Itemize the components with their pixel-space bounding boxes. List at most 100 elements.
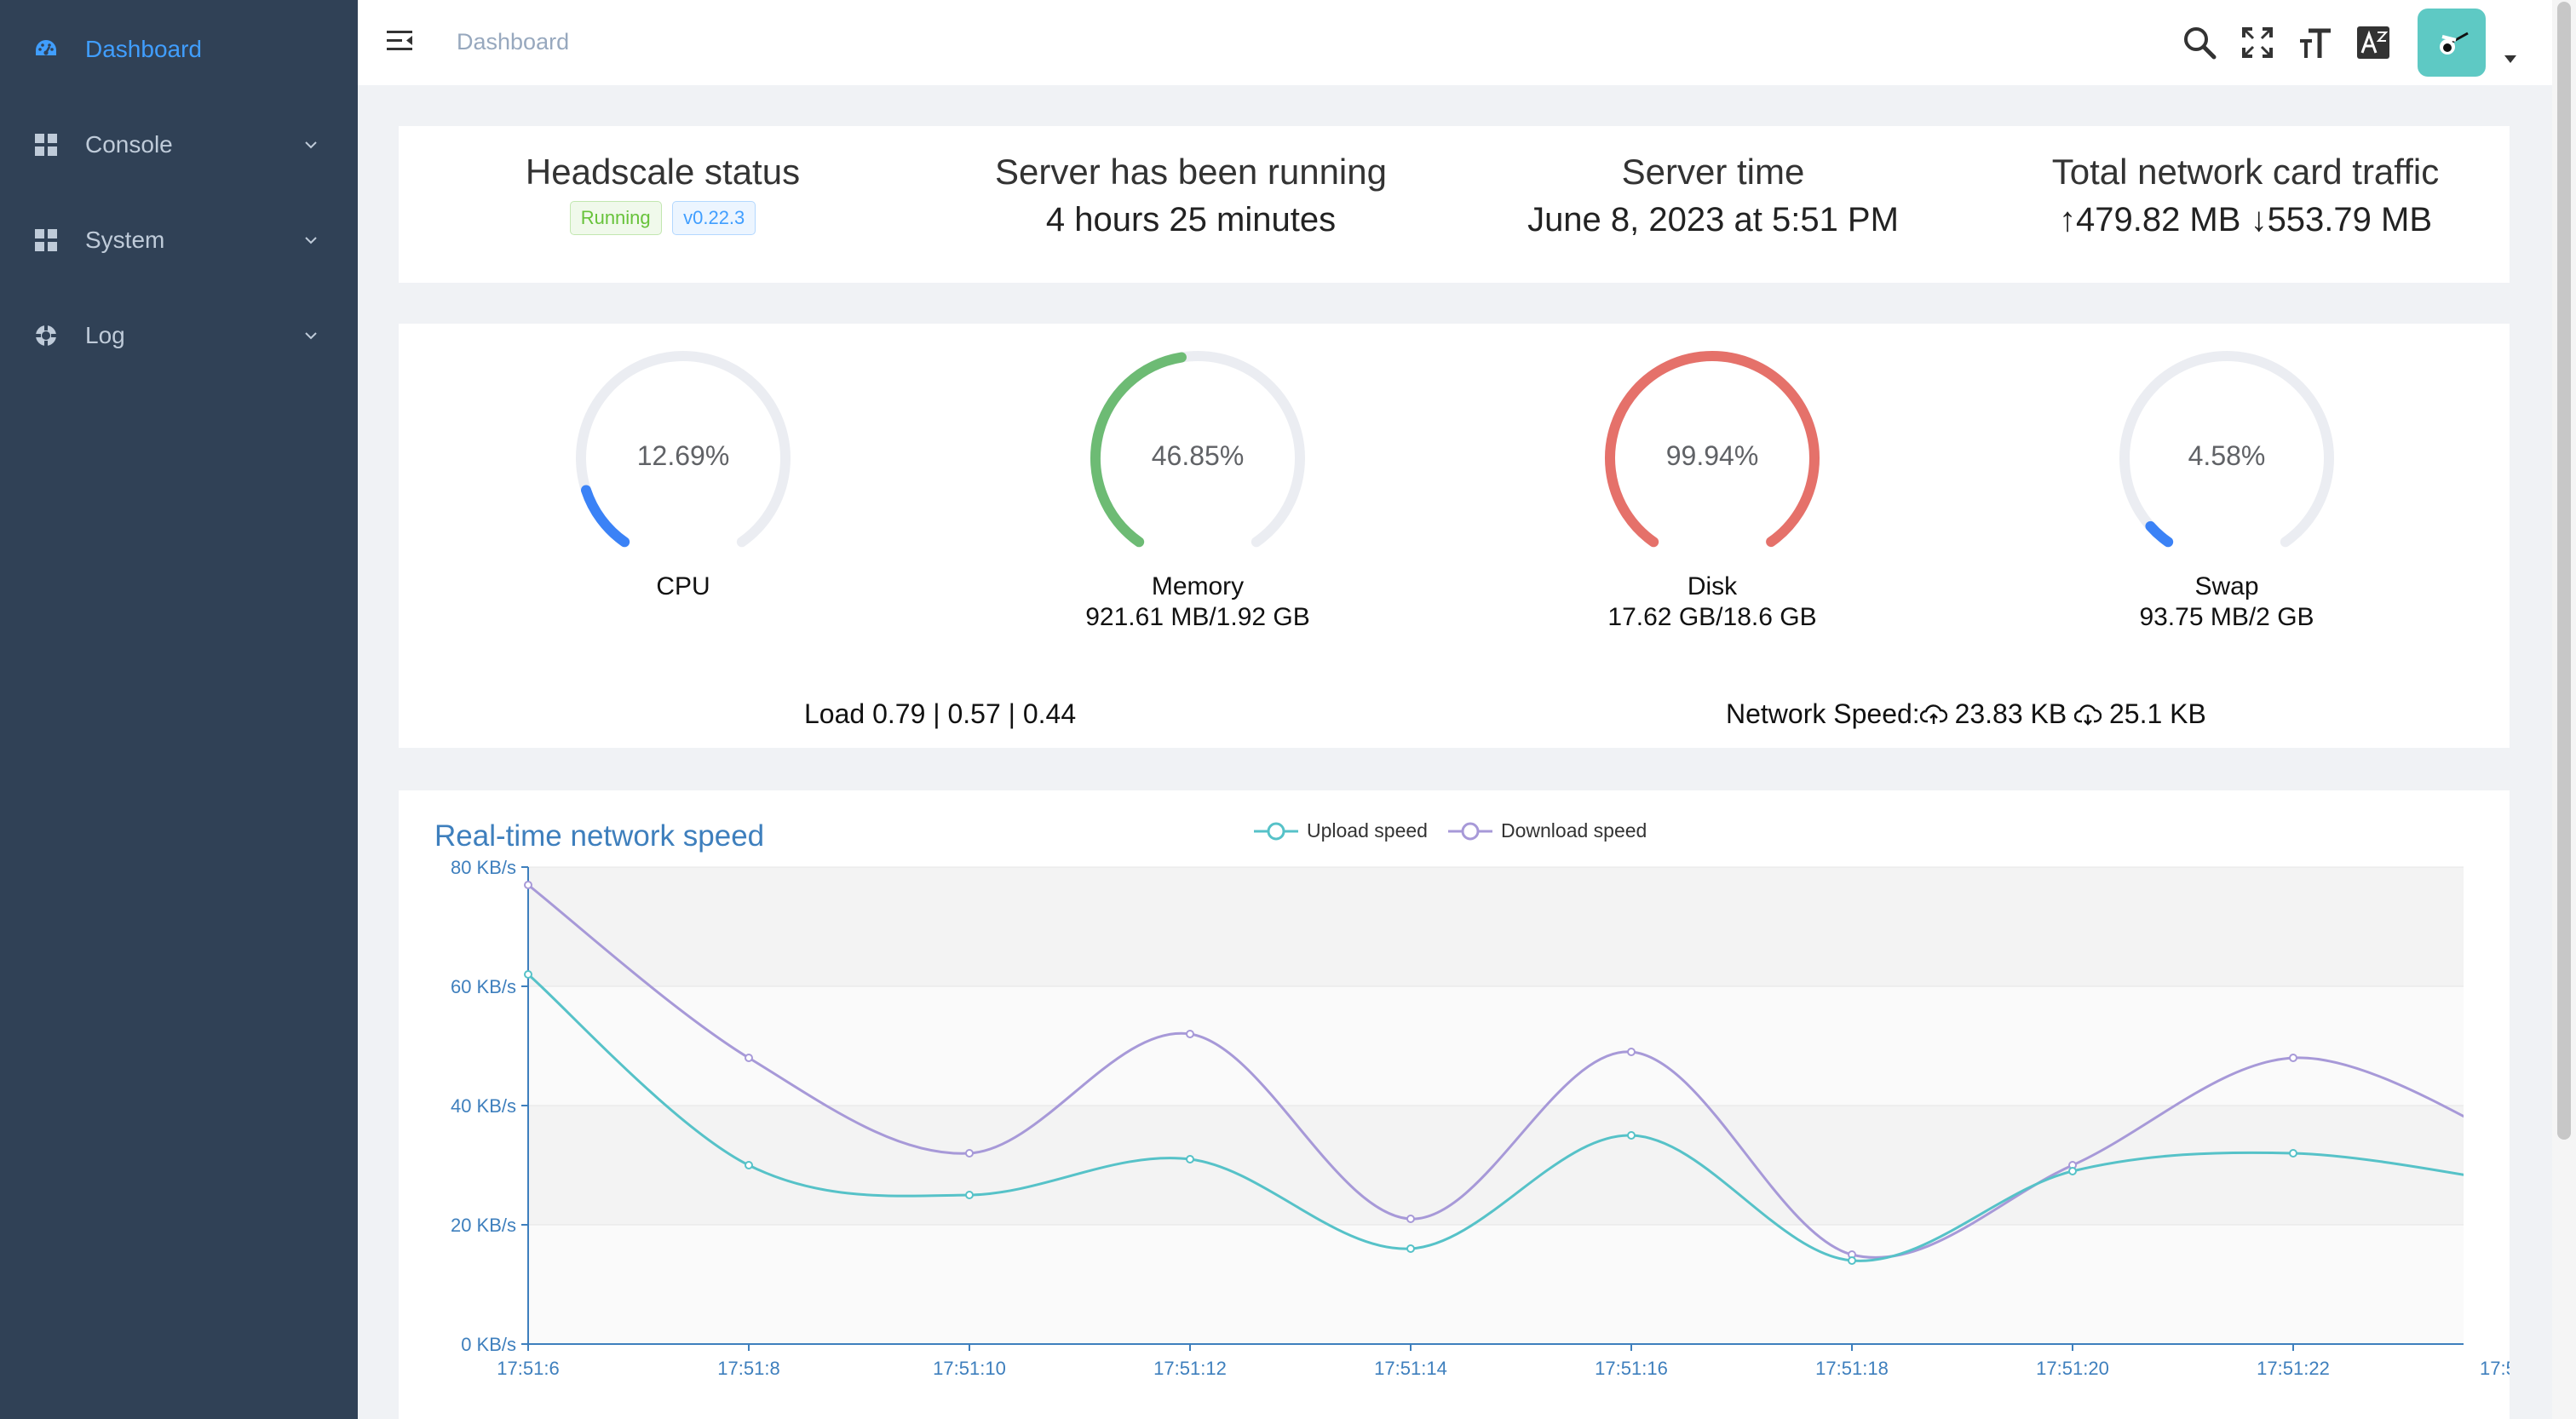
legend-label: Upload speed — [1307, 819, 1428, 842]
grid-icon — [32, 227, 60, 254]
gauge-name: Swap — [2194, 572, 2259, 600]
stat-title: Headscale status — [525, 152, 801, 192]
gauge-value: 46.85% — [1152, 440, 1245, 471]
data-point — [745, 1054, 753, 1062]
fullscreen-icon[interactable] — [2239, 24, 2276, 61]
data-point — [965, 1191, 974, 1199]
data-point — [2289, 1054, 2297, 1062]
chevron-down-icon — [305, 332, 317, 340]
sidebar-item-system[interactable]: System — [0, 198, 358, 283]
gauge-value: 4.58% — [2188, 440, 2266, 471]
sidebar-item-log[interactable]: Log — [0, 293, 358, 378]
sidebar-item-label: Log — [85, 322, 125, 348]
chart-title: Real-time network speed — [434, 819, 765, 853]
data-point — [524, 970, 532, 979]
legend-upload-marker — [1254, 822, 1298, 840]
stat-title: Server time — [1621, 152, 1805, 192]
cloud-download-icon — [2073, 704, 2102, 726]
gauge-progress — [2145, 520, 2174, 548]
gauge-progress — [1605, 351, 1820, 548]
grid-icon — [32, 131, 60, 158]
sidebar-item-label: Console — [85, 131, 173, 158]
arrow-down-icon: ↓ — [2250, 201, 2268, 238]
data-point — [1848, 1256, 1856, 1265]
x-tick-label: 17:51:18 — [1815, 1358, 1889, 1379]
cloud-upload-icon — [1919, 704, 1947, 724]
scrollbar-thumb[interactable] — [2557, 2, 2571, 1140]
gauge-sub: 17.62 GB/18.6 GB — [1607, 603, 1817, 631]
disk-gauge: 99.94% Disk 17.62 GB/18.6 GB — [1457, 324, 1968, 632]
log-icon — [32, 322, 60, 349]
caret-down-icon[interactable] — [2503, 53, 2518, 65]
x-tick-label: 17:51:10 — [933, 1358, 1006, 1379]
y-tick-label: 0 KB/s — [461, 1334, 516, 1355]
avatar-image — [2440, 32, 2469, 55]
data-point — [524, 881, 532, 889]
x-tick-label: 17:51:12 — [1153, 1358, 1227, 1379]
gauge-value: 99.94% — [1666, 440, 1759, 471]
server-time-stat: Server time June 8, 2023 at 5:51 PM — [1449, 126, 1977, 239]
grid-band — [528, 867, 2464, 986]
translate-icon[interactable] — [2355, 24, 2392, 61]
avatar[interactable] — [2418, 9, 2486, 77]
stat-title: Server has been running — [995, 152, 1387, 192]
version-badge: v0.22.3 — [672, 201, 756, 235]
hamburger-icon[interactable] — [385, 26, 416, 56]
gauge-track — [2119, 351, 2334, 548]
network-chart-card: Real-time network speed Upload speed Dow… — [399, 790, 2510, 1419]
chevron-down-icon — [305, 237, 317, 244]
data-point — [1627, 1048, 1636, 1056]
x-tick-label: 17:51:8 — [717, 1358, 779, 1379]
resources-card: 12.69% CPU 46.85% Memory 921.61 MB/1.92 … — [399, 324, 2510, 748]
gauge-name: Disk — [1687, 572, 1738, 600]
x-tick-label: 17:51:22 — [2257, 1358, 2330, 1379]
legend-download[interactable]: Download speed — [1448, 819, 1647, 842]
status-card: Headscale status Running v0.22.3 Server … — [399, 126, 2510, 283]
y-tick-label: 40 KB/s — [451, 1095, 516, 1117]
series-line — [528, 883, 2464, 1260]
traffic-up: 479.82 MB — [2075, 201, 2241, 238]
network-speed-down: 25.1 KB — [2109, 698, 2206, 729]
search-icon[interactable] — [2181, 24, 2218, 61]
traffic-down: 553.79 MB — [2267, 201, 2433, 238]
x-tick-label: 17:51: — [2480, 1358, 2510, 1379]
memory-gauge: 46.85% Memory 921.61 MB/1.92 GB — [942, 324, 1453, 632]
stat-value: ↑479.82 MB ↓553.79 MB — [1981, 201, 2510, 239]
grid-band — [528, 1225, 2464, 1344]
legend-label: Download speed — [1501, 819, 1647, 842]
sidebar-item-console[interactable]: Console — [0, 102, 358, 187]
data-point — [2289, 1149, 2297, 1158]
network-speed-chart: 0 KB/s 20 KB/s 40 KB/s 60 KB/s 80 KB/s 17:51:… — [451, 857, 2510, 1379]
data-point — [2068, 1167, 2077, 1175]
grid-band — [528, 1106, 2464, 1225]
legend-download-marker — [1448, 822, 1492, 840]
chevron-down-icon — [305, 141, 317, 149]
x-tick-label: 17:51:16 — [1595, 1358, 1668, 1379]
y-tick-label: 60 KB/s — [451, 976, 516, 997]
sidebar: Dashboard Console System Log — [0, 0, 358, 1419]
y-tick-label: 20 KB/s — [451, 1215, 516, 1236]
traffic-stat: Total network card traffic ↑479.82 MB ↓5… — [1981, 126, 2510, 239]
legend-upload[interactable]: Upload speed — [1254, 819, 1428, 842]
breadcrumb[interactable]: Dashboard — [457, 29, 570, 55]
header: Dashboard — [358, 0, 2552, 85]
data-point — [1627, 1131, 1636, 1140]
font-size-icon[interactable] — [2297, 24, 2334, 61]
running-badge: Running — [569, 201, 662, 235]
uptime-stat: Server has been running 4 hours 25 minut… — [927, 126, 1455, 239]
x-tick-label: 17:51:14 — [1374, 1358, 1447, 1379]
dashboard-icon — [32, 36, 60, 63]
data-point — [1406, 1215, 1415, 1223]
network-speed-label: Network Speed: — [1726, 698, 1920, 729]
sidebar-item-label: Dashboard — [85, 36, 202, 62]
gauge-track — [576, 351, 791, 548]
network-speed-up: 23.83 KB — [1954, 698, 2067, 729]
gauge-progress — [581, 485, 630, 548]
load-average: Load 0.79 | 0.57 | 0.44 — [804, 698, 1077, 729]
gauge-value: 12.69% — [637, 440, 730, 471]
sidebar-item-dashboard[interactable]: Dashboard — [0, 7, 358, 92]
x-tick-label: 17:51:6 — [497, 1358, 559, 1379]
sidebar-item-label: System — [85, 227, 165, 253]
cpu-gauge: 12.69% CPU — [428, 324, 939, 603]
stat-title: Total network card traffic — [2051, 152, 2440, 192]
